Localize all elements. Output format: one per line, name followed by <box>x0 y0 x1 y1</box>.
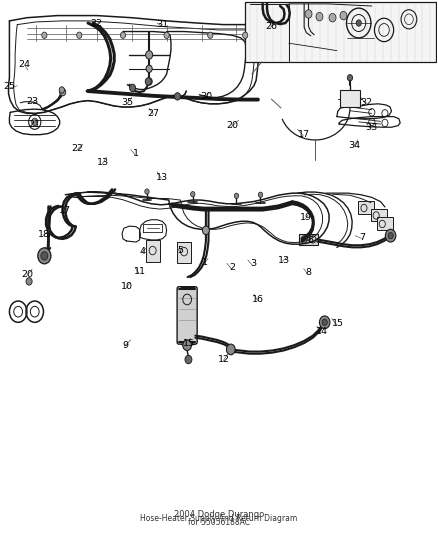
Text: 33: 33 <box>365 123 377 132</box>
Circle shape <box>41 252 48 260</box>
Circle shape <box>183 340 191 351</box>
Circle shape <box>316 12 323 21</box>
Circle shape <box>146 65 152 72</box>
Circle shape <box>305 10 312 18</box>
Text: 15: 15 <box>332 319 344 328</box>
Text: 19: 19 <box>300 213 312 222</box>
Circle shape <box>243 32 248 38</box>
Circle shape <box>202 226 209 235</box>
Circle shape <box>234 193 239 198</box>
Circle shape <box>38 248 51 264</box>
Circle shape <box>130 84 136 92</box>
Circle shape <box>185 356 192 364</box>
Text: 34: 34 <box>348 141 360 150</box>
Text: 20: 20 <box>226 121 238 130</box>
Text: 32: 32 <box>360 98 373 107</box>
Text: 14: 14 <box>316 327 328 336</box>
FancyBboxPatch shape <box>146 240 159 262</box>
Text: 17: 17 <box>298 130 310 139</box>
Circle shape <box>146 51 152 59</box>
Text: 22: 22 <box>71 144 83 153</box>
Circle shape <box>145 189 149 194</box>
FancyBboxPatch shape <box>245 2 436 62</box>
Circle shape <box>42 32 47 38</box>
Text: 6: 6 <box>307 237 314 246</box>
Text: 22: 22 <box>91 19 103 28</box>
Text: 25: 25 <box>4 82 15 91</box>
Text: 4: 4 <box>140 247 145 256</box>
FancyBboxPatch shape <box>177 287 197 344</box>
Text: Hose-Heater Supply And Return Diagram: Hose-Heater Supply And Return Diagram <box>140 514 298 523</box>
Circle shape <box>322 319 327 326</box>
Circle shape <box>77 32 82 38</box>
FancyBboxPatch shape <box>340 90 360 107</box>
Circle shape <box>356 20 361 26</box>
Circle shape <box>146 78 152 85</box>
FancyBboxPatch shape <box>377 217 393 230</box>
Text: 21: 21 <box>29 119 41 128</box>
Text: 5: 5 <box>177 246 184 255</box>
FancyBboxPatch shape <box>358 201 374 214</box>
Circle shape <box>388 232 393 239</box>
Text: 10: 10 <box>121 282 133 291</box>
Text: 16: 16 <box>252 295 264 304</box>
Text: 18: 18 <box>39 230 50 239</box>
Circle shape <box>120 32 126 38</box>
Text: 24: 24 <box>19 60 31 69</box>
Text: 9: 9 <box>122 341 128 350</box>
Circle shape <box>191 191 195 197</box>
Text: 27: 27 <box>148 109 159 118</box>
Circle shape <box>258 192 263 197</box>
Circle shape <box>385 229 396 242</box>
Circle shape <box>347 75 353 81</box>
Text: 12: 12 <box>218 355 230 364</box>
FancyBboxPatch shape <box>177 241 191 263</box>
Circle shape <box>340 11 347 20</box>
Text: 3: 3 <box>250 260 256 268</box>
Text: 23: 23 <box>26 97 38 106</box>
FancyBboxPatch shape <box>371 208 387 221</box>
Circle shape <box>164 32 169 38</box>
Text: 17: 17 <box>59 206 71 215</box>
Circle shape <box>26 278 32 285</box>
Text: 15: 15 <box>184 339 195 348</box>
Text: 26: 26 <box>265 22 277 31</box>
Text: 1: 1 <box>133 149 139 158</box>
Text: 31: 31 <box>156 20 168 29</box>
Text: for 55056188AC: for 55056188AC <box>188 518 250 527</box>
Text: 13: 13 <box>278 256 290 264</box>
Circle shape <box>60 88 66 96</box>
Text: 7: 7 <box>359 233 365 242</box>
Text: 30: 30 <box>200 92 212 101</box>
FancyBboxPatch shape <box>299 233 318 245</box>
Circle shape <box>329 13 336 22</box>
Text: 20: 20 <box>22 270 34 279</box>
Text: 13: 13 <box>97 158 110 167</box>
Text: 2004 Dodge Durango: 2004 Dodge Durango <box>174 510 264 519</box>
Text: 1: 1 <box>202 258 208 266</box>
Circle shape <box>208 32 213 38</box>
Circle shape <box>145 78 151 85</box>
Text: 11: 11 <box>134 268 145 276</box>
Circle shape <box>174 93 180 100</box>
Text: 8: 8 <box>306 269 311 277</box>
Circle shape <box>59 87 64 93</box>
Circle shape <box>32 118 38 126</box>
Circle shape <box>319 316 330 329</box>
Text: 2: 2 <box>229 263 235 272</box>
Text: 13: 13 <box>156 173 168 182</box>
Circle shape <box>226 344 235 355</box>
Text: 35: 35 <box>121 98 134 107</box>
